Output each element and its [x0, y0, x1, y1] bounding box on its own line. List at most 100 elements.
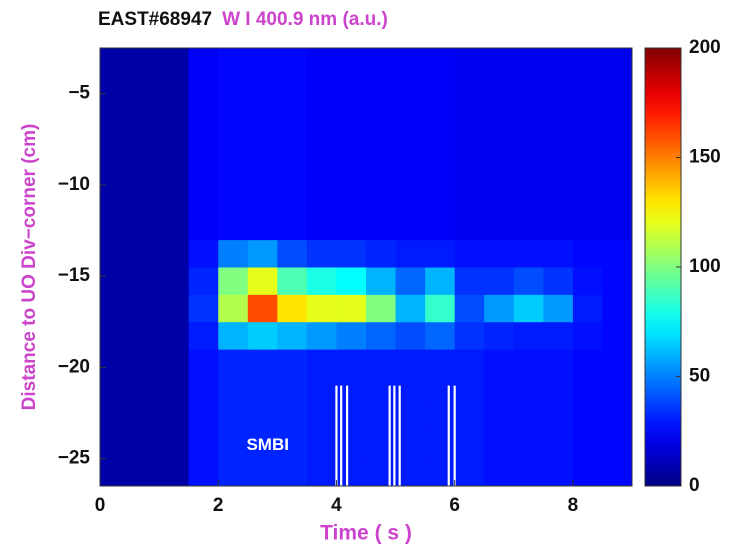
heat-cell — [366, 267, 397, 295]
heat-cell — [454, 212, 485, 241]
heat-cell — [100, 376, 131, 405]
heat-cell — [306, 239, 337, 268]
heat-cell — [129, 403, 160, 432]
heat-cell — [543, 294, 574, 323]
heat-cell — [306, 403, 337, 432]
heat-cell — [543, 267, 574, 295]
heat-cell — [366, 212, 397, 241]
heat-cell — [277, 48, 308, 76]
heat-cell — [543, 376, 574, 405]
heat-cell — [218, 321, 249, 350]
heat-cell — [395, 102, 426, 131]
heat-cell — [454, 157, 485, 186]
heat-cell — [129, 267, 160, 295]
heat-cell — [602, 431, 633, 460]
heat-cell — [247, 376, 278, 405]
heat-cell — [425, 184, 456, 213]
chart-title: EAST#68947 — [98, 9, 212, 30]
heat-cell — [218, 75, 249, 104]
heat-cell — [602, 130, 633, 158]
heat-cell — [513, 267, 544, 295]
heat-cell — [602, 75, 633, 104]
heat-cell — [159, 48, 190, 76]
heat-cell — [513, 157, 544, 186]
heat-cell — [543, 349, 574, 377]
heat-cell — [306, 102, 337, 131]
y-tick-label: −10 — [58, 174, 90, 195]
heat-cell — [572, 102, 603, 131]
heat-cell — [572, 349, 603, 377]
heat-cell — [572, 239, 603, 268]
heat-cell — [218, 376, 249, 405]
heat-cell — [100, 75, 131, 104]
heat-cell — [129, 157, 160, 186]
heat-cell — [159, 130, 190, 158]
heat-cell — [543, 212, 574, 241]
heat-cell — [543, 75, 574, 104]
heat-cell — [425, 431, 456, 460]
heat-cell — [277, 403, 308, 432]
heat-cell — [454, 458, 485, 487]
heat-cell — [129, 458, 160, 487]
heat-cell — [100, 212, 131, 241]
heat-cell — [247, 48, 278, 76]
heat-cell — [513, 130, 544, 158]
heat-cell — [543, 239, 574, 268]
heat-cell — [159, 349, 190, 377]
heat-cell — [543, 157, 574, 186]
heat-cell — [602, 321, 633, 350]
heat-cell — [129, 294, 160, 323]
heat-cell — [484, 130, 515, 158]
heat-cell — [602, 157, 633, 186]
heat-cell — [602, 294, 633, 323]
heat-cell — [425, 157, 456, 186]
heat-cell — [454, 294, 485, 323]
heat-cell — [602, 349, 633, 377]
heat-cell — [572, 431, 603, 460]
heat-cell — [572, 376, 603, 405]
heat-cell — [336, 294, 367, 323]
annotation: SMBI — [246, 435, 289, 454]
heat-cell — [306, 349, 337, 377]
heat-cell — [513, 102, 544, 131]
heat-cell — [159, 376, 190, 405]
heat-cell — [366, 157, 397, 186]
colorbar-tick-label: 150 — [689, 147, 721, 168]
heat-cell — [543, 431, 574, 460]
heat-cell — [366, 376, 397, 405]
heat-cell — [336, 321, 367, 350]
heat-cell — [306, 376, 337, 405]
heat-cell — [277, 321, 308, 350]
heat-cell — [572, 267, 603, 295]
heat-cell — [218, 267, 249, 295]
heat-cell — [336, 75, 367, 104]
heat-cell — [100, 321, 131, 350]
x-tick-label: 4 — [331, 495, 342, 516]
y-tick-label: −15 — [58, 265, 91, 286]
heat-cell — [484, 102, 515, 131]
heat-cell — [602, 376, 633, 405]
heat-cell — [602, 239, 633, 268]
heat-cell — [513, 239, 544, 268]
colorbar-tick-label: 50 — [689, 366, 710, 387]
heat-cell — [572, 321, 603, 350]
heat-cell — [454, 75, 485, 104]
heat-cell — [100, 102, 131, 131]
heat-cell — [395, 239, 426, 268]
heat-cell — [277, 376, 308, 405]
heat-cell — [336, 212, 367, 241]
heat-cell — [543, 321, 574, 350]
heat-cell — [129, 184, 160, 213]
heat-cell — [100, 48, 131, 76]
heat-cell — [425, 458, 456, 487]
heat-cell — [336, 239, 367, 268]
heat-cell — [543, 48, 574, 76]
heat-cell — [306, 321, 337, 350]
heat-cell — [454, 321, 485, 350]
heat-cell — [395, 267, 426, 295]
heat-cell — [188, 294, 219, 323]
heat-cell — [543, 102, 574, 131]
heat-cell — [159, 184, 190, 213]
heat-cell — [484, 294, 515, 323]
heat-cell — [336, 267, 367, 295]
